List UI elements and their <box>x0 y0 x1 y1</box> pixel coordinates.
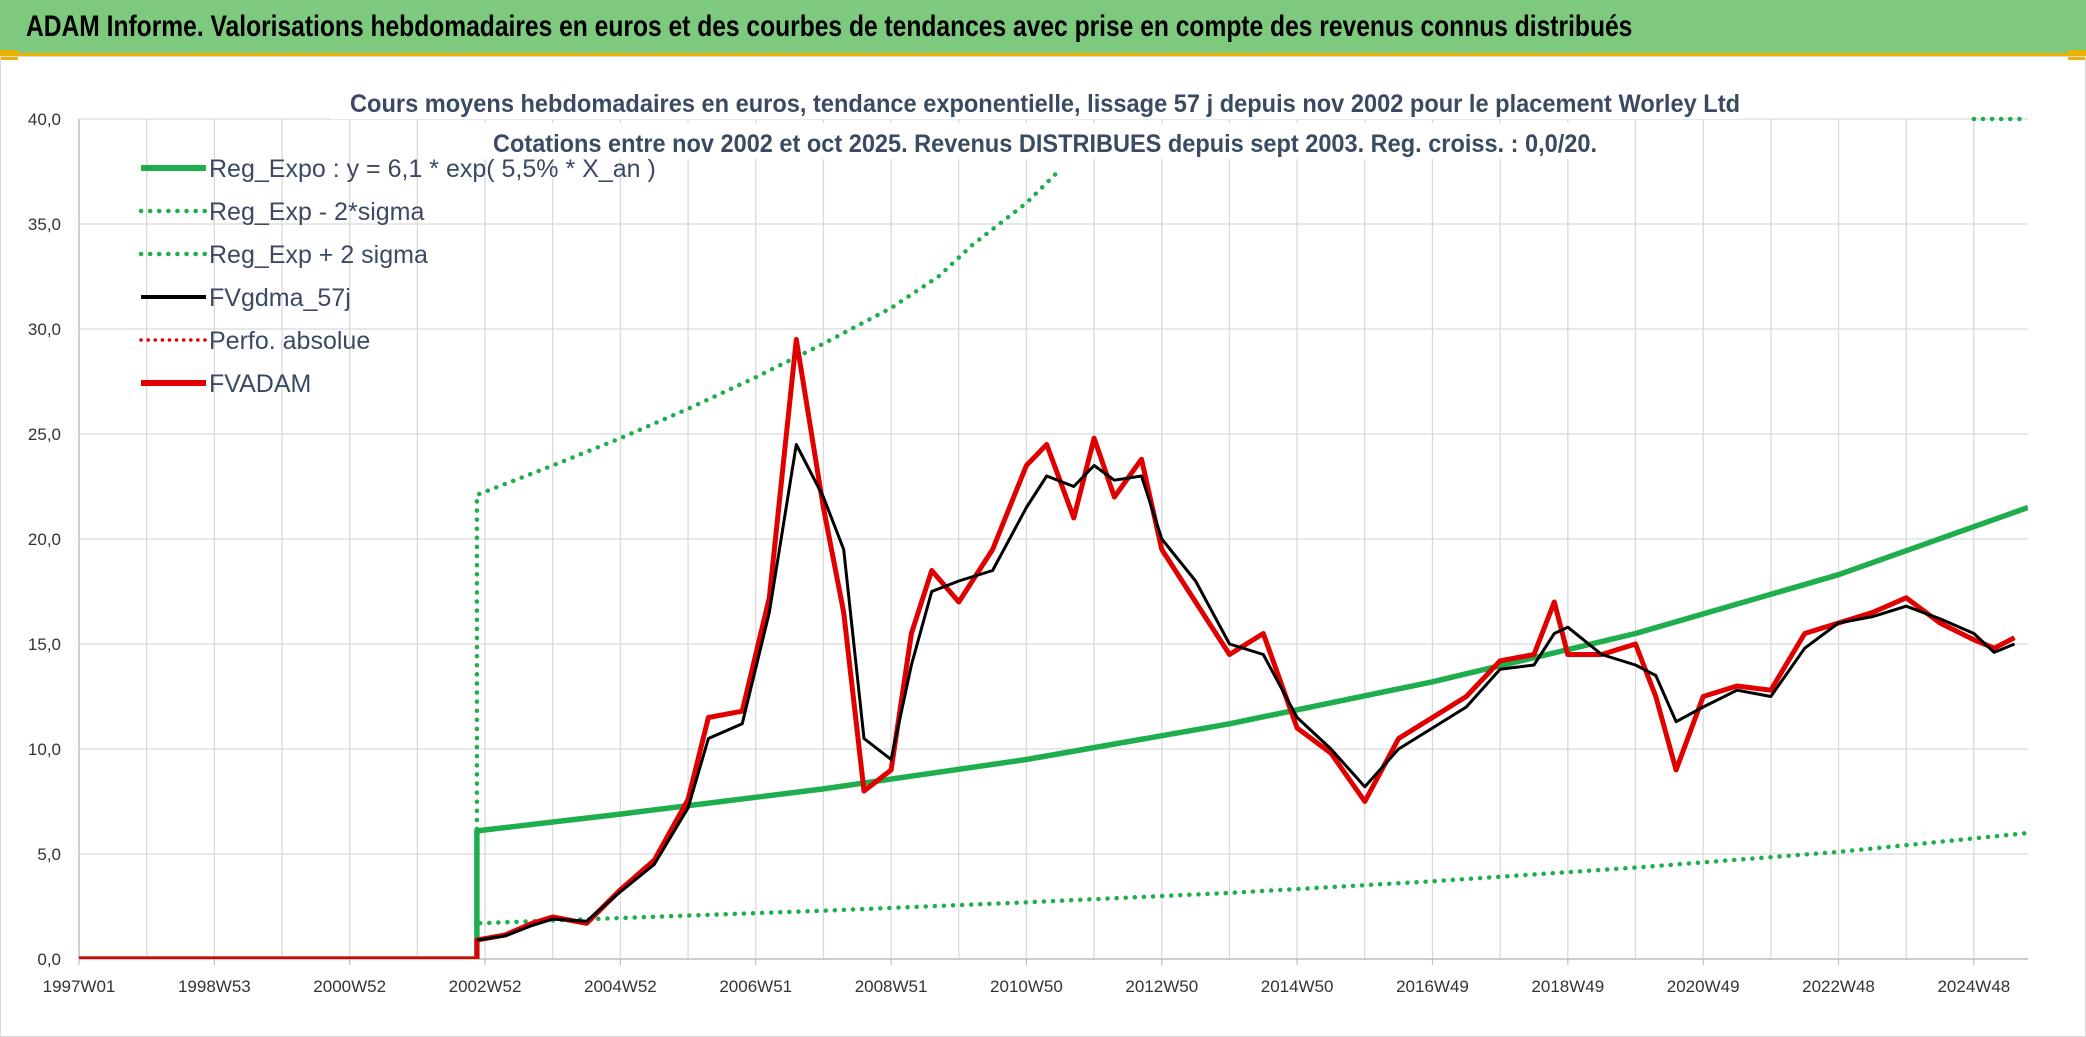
x-tick-label: 1998W53 <box>178 977 251 996</box>
legend-label: Reg_Expo : y = 6,1 * exp( 5,5% * X_an ) <box>209 155 656 183</box>
chart-axes: 0,0 5,0 10,0 15,0 20,0 25,0 30,0 35,0 40,0 1997W0… <box>28 110 2028 996</box>
x-tick-label: 2020W49 <box>1667 977 1740 996</box>
x-tick-label: 2008W51 <box>855 977 928 996</box>
report-header: ADAM Informe. Valorisations hebdomadaire… <box>0 0 2086 56</box>
x-tick-label: 2022W48 <box>1802 977 1875 996</box>
series-line-5 <box>475 338 2016 942</box>
subtitle-backdrop <box>481 123 1607 159</box>
x-tick-label: 2010W50 <box>990 977 1063 996</box>
y-tick-label: 5,0 <box>37 845 61 864</box>
x-tick-label: 2000W52 <box>313 977 386 996</box>
y-tick-label: 15,0 <box>28 635 61 654</box>
corner-mark-right <box>2068 50 2086 60</box>
series-line-4 <box>476 443 2016 942</box>
chart-titles: Cours moyens hebdomadaires en euros, ten… <box>331 83 1743 159</box>
x-tick-label: 2004W52 <box>584 977 657 996</box>
chart-subtitle: Cotations entre nov 2002 et oct 2025. Re… <box>493 130 1597 158</box>
x-tick-label: 2024W48 <box>1937 977 2010 996</box>
chart-grid <box>79 118 2028 960</box>
series-line-6 <box>79 337 2016 959</box>
y-tick-label: 30,0 <box>28 320 61 339</box>
title-backdrop <box>331 83 1743 119</box>
report-title: ADAM Informe. Valorisations hebdomadaire… <box>26 10 1633 43</box>
line-chart: 0,0 5,0 10,0 15,0 20,0 25,0 30,0 35,0 40,0 1997W0… <box>28 83 2031 996</box>
x-tick-label: 1997W01 <box>43 977 116 996</box>
y-tick-label: 40,0 <box>28 110 61 129</box>
x-tick-label: 2012W50 <box>1125 977 1198 996</box>
series-line-1 <box>79 504 2028 959</box>
chart-legend: Reg_Expo : y = 6,1 * exp( 5,5% * X_an ) R… <box>138 155 656 398</box>
series-line-3 <box>79 167 1063 959</box>
chart-series <box>79 116 2031 959</box>
y-tick-label: 25,0 <box>28 425 61 444</box>
y-tick-label: 0,0 <box>37 950 61 969</box>
legend-label: FVgdma_57j <box>209 284 351 312</box>
legend-label: Perfo. absolue <box>209 327 370 355</box>
x-tick-label: 2014W50 <box>1261 977 1334 996</box>
x-tick-label: 2006W51 <box>719 977 792 996</box>
legend-label: Reg_Exp - 2*sigma <box>209 198 424 226</box>
x-tick-label: 2002W52 <box>449 977 522 996</box>
x-tick-label: 2018W49 <box>1531 977 1604 996</box>
legend-label: FVADAM <box>209 370 311 398</box>
chart-area: 0,0 5,0 10,0 15,0 20,0 25,0 30,0 35,0 40,0 1997W0… <box>0 56 2086 1037</box>
series-line-2 <box>79 830 2028 959</box>
y-tick-label: 35,0 <box>28 215 61 234</box>
chart-title: Cours moyens hebdomadaires en euros, ten… <box>350 90 1740 118</box>
legend-label: Reg_Exp + 2 sigma <box>209 241 428 269</box>
y-tick-label: 10,0 <box>28 740 61 759</box>
y-tick-label: 20,0 <box>28 530 61 549</box>
x-tick-label: 2016W49 <box>1396 977 1469 996</box>
corner-mark-left <box>0 50 18 60</box>
